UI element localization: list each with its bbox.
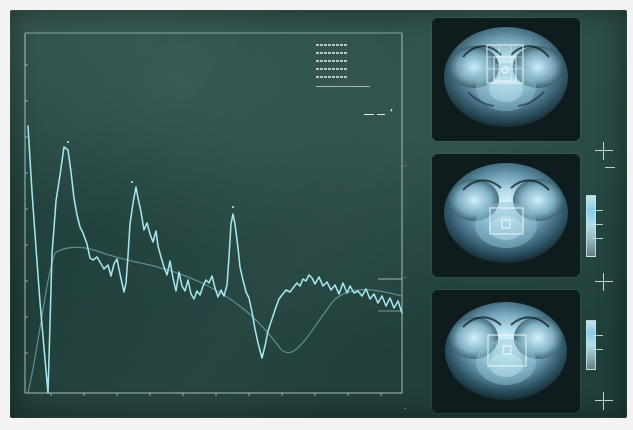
right-axis-mark-bottom: ─ (404, 406, 407, 411)
parameter-row (316, 74, 347, 80)
parameter-underline (316, 86, 370, 87)
scale-dash-bottom-1 (593, 335, 603, 336)
crosshair-marker-bottom (595, 392, 613, 410)
spectrum-trace (27, 125, 403, 394)
intensity-scale-middle (586, 195, 596, 257)
parameter-dots (316, 44, 347, 46)
crosshair-marker-top (595, 142, 613, 160)
monitor-screen: ’ ─ ─ ─ (10, 10, 627, 418)
brain-scan-panel-bottom (432, 290, 580, 413)
mri-column (432, 18, 615, 414)
scale-dash-bottom-2 (593, 349, 603, 350)
scale-dash-middle-3 (593, 238, 603, 239)
parameter-dots (316, 60, 347, 62)
bottom-ticks (50, 393, 382, 396)
left-ticks (25, 64, 28, 354)
brain-scan-bottom (432, 290, 580, 413)
parameter-row (316, 42, 347, 48)
spectrum-panel: ’ ─ ─ ─ (10, 10, 415, 418)
parameter-row (316, 50, 347, 56)
crosshair-marker-middle (595, 273, 613, 291)
parameter-readout (316, 42, 408, 94)
parameter-dots (316, 68, 347, 70)
brain-scan-panel-middle (432, 154, 580, 277)
marker-dash-top (605, 167, 615, 168)
spectrum-axes (24, 32, 403, 396)
peak-markers (67, 141, 234, 208)
right-axis-mark-top: ─ (404, 163, 407, 168)
scale-dash-middle-2 (593, 224, 603, 225)
mini-graphic-1 (364, 114, 374, 115)
mini-graphic-2 (377, 114, 385, 115)
quote-mark: ’ (390, 108, 395, 117)
brain-scan-middle (432, 154, 580, 277)
intensity-scale-bottom (586, 320, 596, 370)
parameter-dots (316, 52, 347, 54)
brain-scan-panel-top (432, 18, 580, 141)
mini-icon-group: ’ (390, 109, 394, 117)
parameter-row (316, 58, 347, 64)
parameter-dots (316, 76, 347, 78)
baseline-fit-line (27, 246, 403, 394)
brain-scan-top (432, 18, 580, 141)
right-axis-mark-mid: ─ (404, 275, 407, 280)
parameter-row (316, 66, 347, 72)
scale-dash-middle-1 (593, 210, 603, 211)
spectrum-plot (24, 32, 403, 396)
